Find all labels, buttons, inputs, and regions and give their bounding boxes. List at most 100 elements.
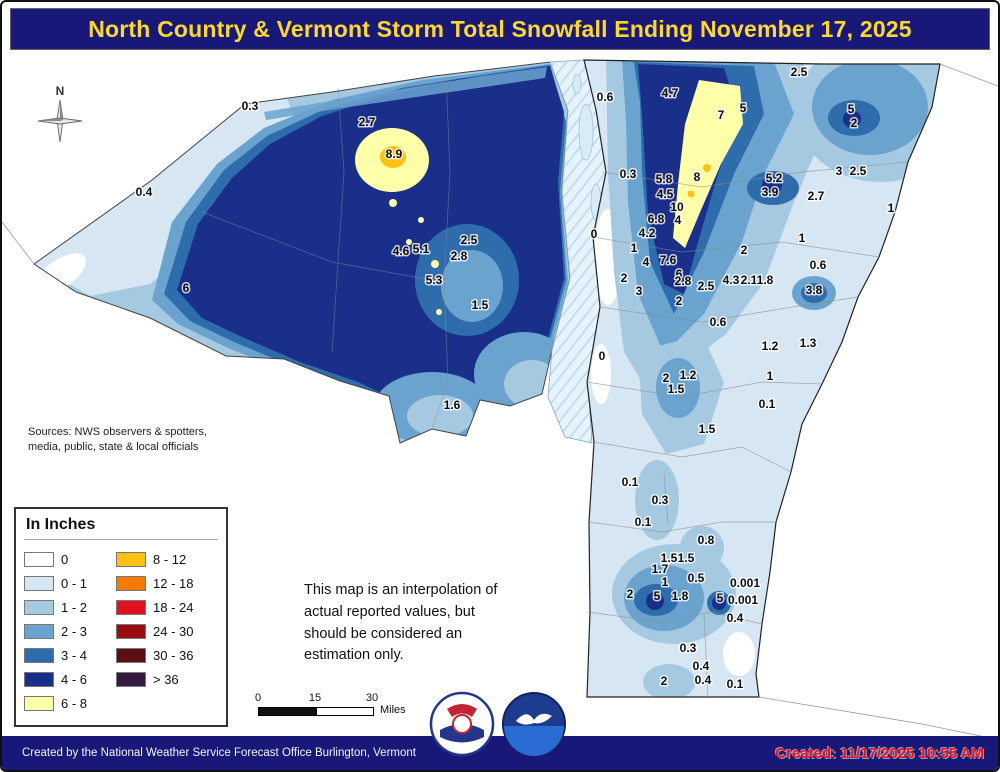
- snow-value-label: 2.8: [451, 249, 468, 263]
- snow-value-label: 2.8: [675, 274, 692, 288]
- snow-value-label: 4.3: [723, 273, 740, 287]
- snow-value-label: 5: [654, 589, 661, 603]
- snow-value-label: 3: [636, 284, 643, 298]
- scale-bar-segment-empty: [316, 708, 373, 715]
- disclaimer-text: This map is an interpolation of actual re…: [304, 580, 554, 667]
- snow-value-label: 3.8: [806, 283, 823, 297]
- scale-bar: 0 15 30 Miles: [254, 692, 434, 726]
- snow-value-label: 0.1: [635, 515, 652, 529]
- snow-value-label: 0: [599, 349, 606, 363]
- snow-value-label: 0.4: [727, 611, 744, 625]
- created-timestamp: Created: 11/17/2025 10:55 AM: [775, 744, 984, 762]
- sources-line-2: media, public, state & local officials: [28, 440, 199, 453]
- title-bar: North Country & Vermont Storm Total Snow…: [10, 8, 990, 50]
- scale-unit-label: Miles: [380, 704, 406, 716]
- snow-value-label: 0.8: [698, 533, 715, 547]
- disclaimer-line: estimation only.: [304, 647, 404, 664]
- snowfall-map: 0.3 2.7 8.9 0.4 6 4.6 5.1 2.5 2.8 5.3 1.5 1.6 0.6 0 4.…: [2, 52, 998, 742]
- snow-value-label: 2: [741, 243, 748, 257]
- vt-outline: [583, 59, 941, 698]
- legend-col-right: 8 - 12 12 - 18 18 - 24 24 - 30 30 - 36 > 36: [116, 547, 218, 715]
- legend-swatch: [24, 599, 54, 615]
- sources-note: Sources: NWS observers & spotters, media…: [28, 425, 207, 455]
- snow-value-label: 1: [799, 231, 806, 245]
- disclaimer-line: should be considered an: [304, 625, 463, 642]
- snow-value-label: 4.5: [657, 187, 674, 201]
- snow-value-label: 1.2: [762, 339, 779, 353]
- legend-label: 18 - 24: [153, 599, 194, 615]
- snow-value-label: 3: [836, 164, 843, 178]
- legend-label: > 36: [153, 671, 179, 687]
- legend-swatch: [116, 575, 146, 591]
- legend-swatch: [24, 575, 54, 591]
- snowfall-value-labels: 0.3 2.7 8.9 0.4 6 4.6 5.1 2.5 2.8 5.3 1.5 1.6 0.6 0 4.…: [134, 64, 896, 693]
- snow-value-label: 1.5: [699, 422, 716, 436]
- ny-outline: [33, 61, 571, 444]
- snow-value-label: 2.5: [698, 279, 715, 293]
- snow-value-label: 0.3: [620, 167, 637, 181]
- snow-value-label: 1.8: [757, 273, 774, 287]
- legend-title: In Inches: [24, 513, 218, 540]
- legend-swatch: [24, 695, 54, 711]
- snow-value-label: 4.7: [662, 86, 679, 100]
- agency-logos: [428, 690, 568, 758]
- snow-value-label: 2: [851, 116, 858, 130]
- snow-value-label: 1.6: [444, 398, 461, 412]
- snow-value-label: 5: [848, 102, 855, 116]
- scale-bar-graphic: [258, 707, 374, 716]
- legend-label: 24 - 30: [153, 623, 194, 639]
- snow-value-label: 5: [717, 591, 724, 605]
- legend-swatch: [116, 647, 146, 663]
- legend-label: 2 - 3: [61, 623, 88, 639]
- scale-tick-15: 15: [308, 692, 322, 704]
- snow-value-label: 5: [740, 101, 747, 115]
- legend-swatch: [116, 599, 146, 615]
- snow-value-label: 3.9: [762, 185, 779, 199]
- snow-value-label: 1.2: [680, 368, 697, 382]
- legend-swatch: [116, 623, 146, 639]
- legend-row: 6 - 8: [24, 691, 116, 715]
- compass-rose: N: [32, 84, 88, 148]
- scale-tick-30: 30: [365, 692, 379, 704]
- scale-tick-0: 0: [254, 692, 262, 704]
- snow-value-label: 0.001: [728, 593, 758, 607]
- legend-label: 30 - 36: [153, 647, 194, 663]
- border-extension-lines: [2, 63, 998, 740]
- page-title: North Country & Vermont Storm Total Snow…: [88, 15, 912, 42]
- legend-row: > 36: [116, 667, 218, 691]
- legend-swatch: [24, 551, 54, 567]
- legend-label: 8 - 12: [153, 551, 187, 567]
- created-by-text: Created by the National Weather Service …: [22, 747, 416, 759]
- snow-value-label: 6.8: [648, 212, 665, 226]
- legend-row: 8 - 12: [116, 547, 218, 571]
- snow-value-label: 1: [767, 369, 774, 383]
- snow-value-label: 2.5: [791, 65, 808, 79]
- legend-swatch: [116, 551, 146, 567]
- snow-value-label: 1.5: [661, 551, 678, 565]
- snow-value-label: 2: [663, 371, 670, 385]
- legend-row: 12 - 18: [116, 571, 218, 595]
- legend-swatch: [24, 647, 54, 663]
- snow-value-label: 4: [643, 255, 650, 269]
- compass-star-icon: [37, 99, 83, 143]
- snow-value-label: 0.3: [242, 99, 259, 113]
- snow-value-label: 10: [670, 200, 684, 214]
- snow-value-label: 1.8: [672, 589, 689, 603]
- legend-row: 1 - 2: [24, 595, 116, 619]
- legend-row: 0 - 1: [24, 571, 116, 595]
- disclaimer-line: This map is an interpolation of: [304, 582, 498, 598]
- snow-value-label: 1.5: [678, 551, 695, 565]
- legend-label: 12 - 18: [153, 575, 194, 591]
- snow-value-label: 2: [621, 271, 628, 285]
- legend-label: 1 - 2: [61, 599, 88, 615]
- legend-row: 4 - 6: [24, 667, 116, 691]
- nws-logo-icon: [429, 691, 495, 757]
- legend-label: 3 - 4: [61, 647, 88, 663]
- snow-value-label: 6: [676, 267, 683, 281]
- snow-value-label: 5.1: [413, 242, 430, 256]
- snow-value-label: 4: [675, 213, 682, 227]
- snow-value-label: 0.1: [759, 397, 776, 411]
- snow-value-label: 1: [631, 241, 638, 255]
- ny-region-fills: [34, 62, 570, 443]
- legend-row: 3 - 4: [24, 643, 116, 667]
